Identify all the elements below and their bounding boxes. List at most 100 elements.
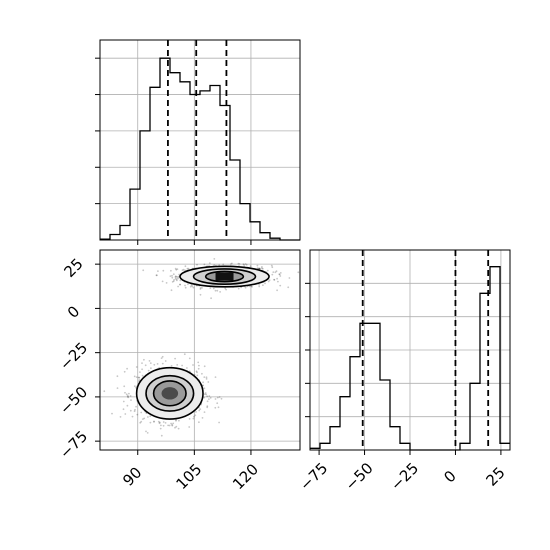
density-xtick-label: 90: [119, 464, 145, 490]
density-sample-point: [103, 390, 106, 393]
density-ytick-label: −75: [56, 427, 91, 462]
density-sample-point: [141, 374, 144, 377]
density-sample-point: [214, 406, 217, 409]
density-sample-point: [199, 287, 202, 289]
top-histogram-panel: [95, 39, 301, 245]
density-sample-point: [123, 385, 126, 388]
density-sample-point: [266, 269, 269, 272]
density-sample-point: [155, 274, 158, 277]
density-sample-point: [196, 371, 198, 374]
density-sample-point: [171, 276, 174, 279]
density-sample-point: [129, 409, 132, 412]
density-sample-point: [181, 364, 184, 367]
density-sample-point: [175, 419, 177, 422]
density-sample-point: [273, 279, 276, 281]
density-ytick-label: −50: [56, 383, 91, 418]
right-histogram-steps: [310, 266, 510, 451]
density-plot-area: [103, 258, 300, 437]
density-sample-point: [133, 410, 136, 413]
density-sample-point: [177, 277, 179, 280]
density-sample-point: [127, 392, 130, 395]
density-sample-point: [172, 273, 175, 276]
density-sample-point: [203, 396, 206, 399]
density-peak: [215, 272, 234, 281]
density-sample-point: [165, 282, 168, 284]
density-sample-point: [184, 265, 187, 268]
density-sample-point: [258, 283, 260, 286]
density-sample-point: [209, 287, 212, 289]
density-sample-point: [122, 408, 125, 411]
right-histogram-xtick-label: −75: [296, 459, 331, 494]
density-sample-point: [256, 267, 259, 270]
density-sample-point: [179, 283, 182, 286]
density-fill-level: [161, 387, 179, 400]
density-sample-point: [159, 427, 162, 430]
density-sample-point: [125, 393, 128, 396]
density-sample-point: [230, 263, 232, 265]
density-sample-point: [288, 277, 291, 279]
density-sample-point: [261, 267, 263, 270]
density-sample-point: [124, 391, 126, 394]
density-sample-point: [213, 258, 216, 260]
density-sample-point: [187, 283, 189, 285]
density-sample-point: [237, 287, 240, 290]
density-sample-point: [133, 385, 136, 388]
density-sample-point: [219, 291, 222, 293]
density-sample-point: [268, 279, 271, 281]
density-contour: [204, 270, 245, 283]
density-sample-point: [170, 269, 172, 272]
density-sample-point: [122, 400, 125, 403]
density-sample-point: [156, 363, 159, 365]
density-sample-point: [216, 402, 219, 405]
density-sample-point: [197, 367, 200, 370]
density-sample-point: [177, 276, 179, 278]
density-contour: [192, 268, 257, 285]
density-sample-point: [204, 392, 207, 394]
density-sample-point: [139, 421, 142, 424]
density-sample-point: [171, 274, 173, 277]
density-sample-point: [176, 268, 179, 270]
density-sample-point: [160, 357, 163, 359]
density-sample-point: [149, 362, 152, 364]
density-sample-point: [175, 276, 178, 278]
density-sample-point: [184, 286, 187, 289]
density-xtick-label: 120: [229, 460, 262, 493]
density-sample-point: [206, 405, 209, 408]
density-sample-point: [214, 289, 217, 292]
density-sample-point: [273, 278, 275, 281]
density-sample-point: [162, 424, 165, 427]
density-sample-point: [170, 422, 173, 425]
density-sample-point: [203, 387, 206, 390]
density-sample-point: [191, 285, 194, 288]
density-sample-point: [214, 376, 217, 378]
density-sample-point: [116, 387, 119, 389]
density-sample-point: [213, 264, 216, 266]
density-sample-point: [216, 289, 219, 292]
density-sample-point: [205, 378, 208, 380]
density-sample-point: [161, 362, 164, 365]
density-sample-point: [124, 413, 127, 415]
density-frame: [99, 249, 301, 451]
density-sample-point: [258, 285, 261, 288]
density-sample-point: [175, 268, 178, 271]
density-contour: [152, 380, 187, 407]
density-sample-point: [179, 279, 182, 282]
density-sample-point: [136, 413, 139, 416]
density-sample-point: [279, 275, 282, 277]
density-sample-point: [168, 424, 171, 427]
density-sample-point: [141, 368, 144, 371]
density-sample-point: [192, 286, 195, 289]
density-contour: [135, 366, 204, 420]
density-sample-point: [216, 396, 219, 399]
density-sample-point: [176, 279, 178, 282]
density-sample-point: [222, 263, 225, 266]
density-sample-point: [231, 262, 233, 265]
density-sample-point: [198, 409, 201, 412]
density-sample-point: [193, 415, 195, 418]
density-sample-point: [142, 269, 145, 272]
density-sample-point: [188, 418, 191, 420]
density-sample-point: [186, 367, 188, 369]
density-sample-point: [147, 416, 149, 418]
density-sample-point: [176, 364, 179, 366]
